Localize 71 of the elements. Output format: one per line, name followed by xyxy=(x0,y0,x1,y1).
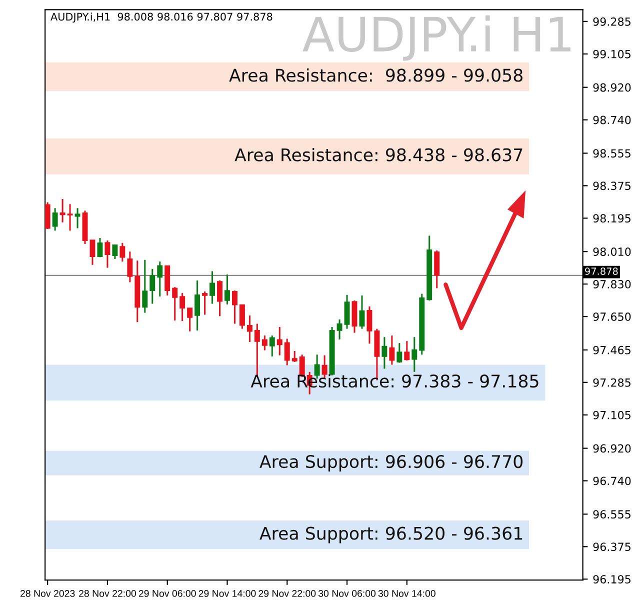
band-label: Area Support: 96.520 - 96.361 xyxy=(260,526,522,544)
candlestick xyxy=(150,268,156,304)
y-tick-label: 97.650 xyxy=(593,312,631,321)
y-tick-label: 96.740 xyxy=(593,476,631,486)
candlestick xyxy=(404,340,410,362)
y-tick-label: 98.555 xyxy=(593,149,630,158)
candlestick xyxy=(434,250,440,289)
y-tick-label: 99.105 xyxy=(593,50,630,58)
candlestick xyxy=(52,207,58,232)
y-tick-label: 97.105 xyxy=(593,410,630,420)
candlestick xyxy=(194,280,200,332)
candlestick xyxy=(180,292,186,322)
x-tick-label: 30 Nov 06:00 xyxy=(318,590,376,597)
x-tick-label: 29 Nov 06:00 xyxy=(138,590,196,597)
candlestick xyxy=(412,336,418,373)
x-tick-label: 30 Nov 14:00 xyxy=(378,590,436,597)
candlestick xyxy=(187,307,193,332)
y-tick-label: 97.285 xyxy=(593,378,630,387)
candlestick xyxy=(104,240,110,269)
candlestick xyxy=(45,202,50,230)
candlestick xyxy=(276,326,282,356)
band-label: Area Resistance: 98.899 - 99.058 xyxy=(229,68,522,82)
candlestick xyxy=(202,290,208,316)
candlestick xyxy=(60,198,66,224)
y-tick-label: 96.555 xyxy=(593,510,630,519)
candlestick xyxy=(217,280,222,317)
candlestick xyxy=(239,304,245,330)
y-tick-label: 98.740 xyxy=(593,116,631,124)
candlestick xyxy=(366,306,372,344)
candlestick xyxy=(142,259,148,314)
chart-subtitle: AUDJPY.i,H1 98.008 98.016 97.807 97.878 xyxy=(50,12,272,23)
candlestick xyxy=(90,239,96,266)
ref-line-label: 97.878 xyxy=(585,268,618,275)
y-tick-label: 98.920 xyxy=(593,83,631,92)
y-tick-label: 96.375 xyxy=(593,542,630,552)
candlestick xyxy=(292,350,298,363)
candlestick xyxy=(210,270,216,304)
candlestick xyxy=(97,237,103,258)
candlestick xyxy=(344,294,350,330)
candlestick xyxy=(269,334,275,358)
candlestick xyxy=(382,336,388,370)
y-tick-label: 96.195 xyxy=(593,575,630,584)
y-tick-label: 98.010 xyxy=(593,248,631,256)
candlestick xyxy=(246,314,252,343)
x-tick-label: 29 Nov 14:00 xyxy=(198,590,256,597)
x-tick-label: 29 Nov 22:00 xyxy=(258,590,316,597)
candlestick xyxy=(262,334,268,352)
x-tick-label: 28 Nov 22:00 xyxy=(79,590,136,597)
candlestick xyxy=(67,203,73,232)
y-tick-label: 96.920 xyxy=(593,444,631,453)
band-label: Area Resistance: 98.438 - 98.637 xyxy=(234,148,522,162)
x-tick-label: 28 Nov 2023 xyxy=(20,590,75,597)
candlestick xyxy=(336,318,342,340)
candlestick xyxy=(74,207,80,230)
candlestick xyxy=(112,244,118,260)
candlestick xyxy=(127,250,133,284)
candlestick xyxy=(389,334,395,366)
y-tick-label: 99.285 xyxy=(593,17,630,26)
y-tick-label: 97.830 xyxy=(593,280,631,288)
candlestick xyxy=(157,260,163,298)
y-tick-label: 97.465 xyxy=(593,346,630,354)
candlestick xyxy=(396,342,402,364)
candlestick xyxy=(284,338,290,366)
y-tick-label: 98.375 xyxy=(593,182,630,190)
band-label: Area Support: 96.906 - 96.770 xyxy=(260,454,523,472)
candlestick xyxy=(224,274,230,306)
candlestick xyxy=(359,294,365,330)
candlestick xyxy=(120,242,126,262)
candlestick xyxy=(232,290,238,325)
y-tick-label: 98.195 xyxy=(593,214,630,223)
candlestick xyxy=(172,286,178,322)
